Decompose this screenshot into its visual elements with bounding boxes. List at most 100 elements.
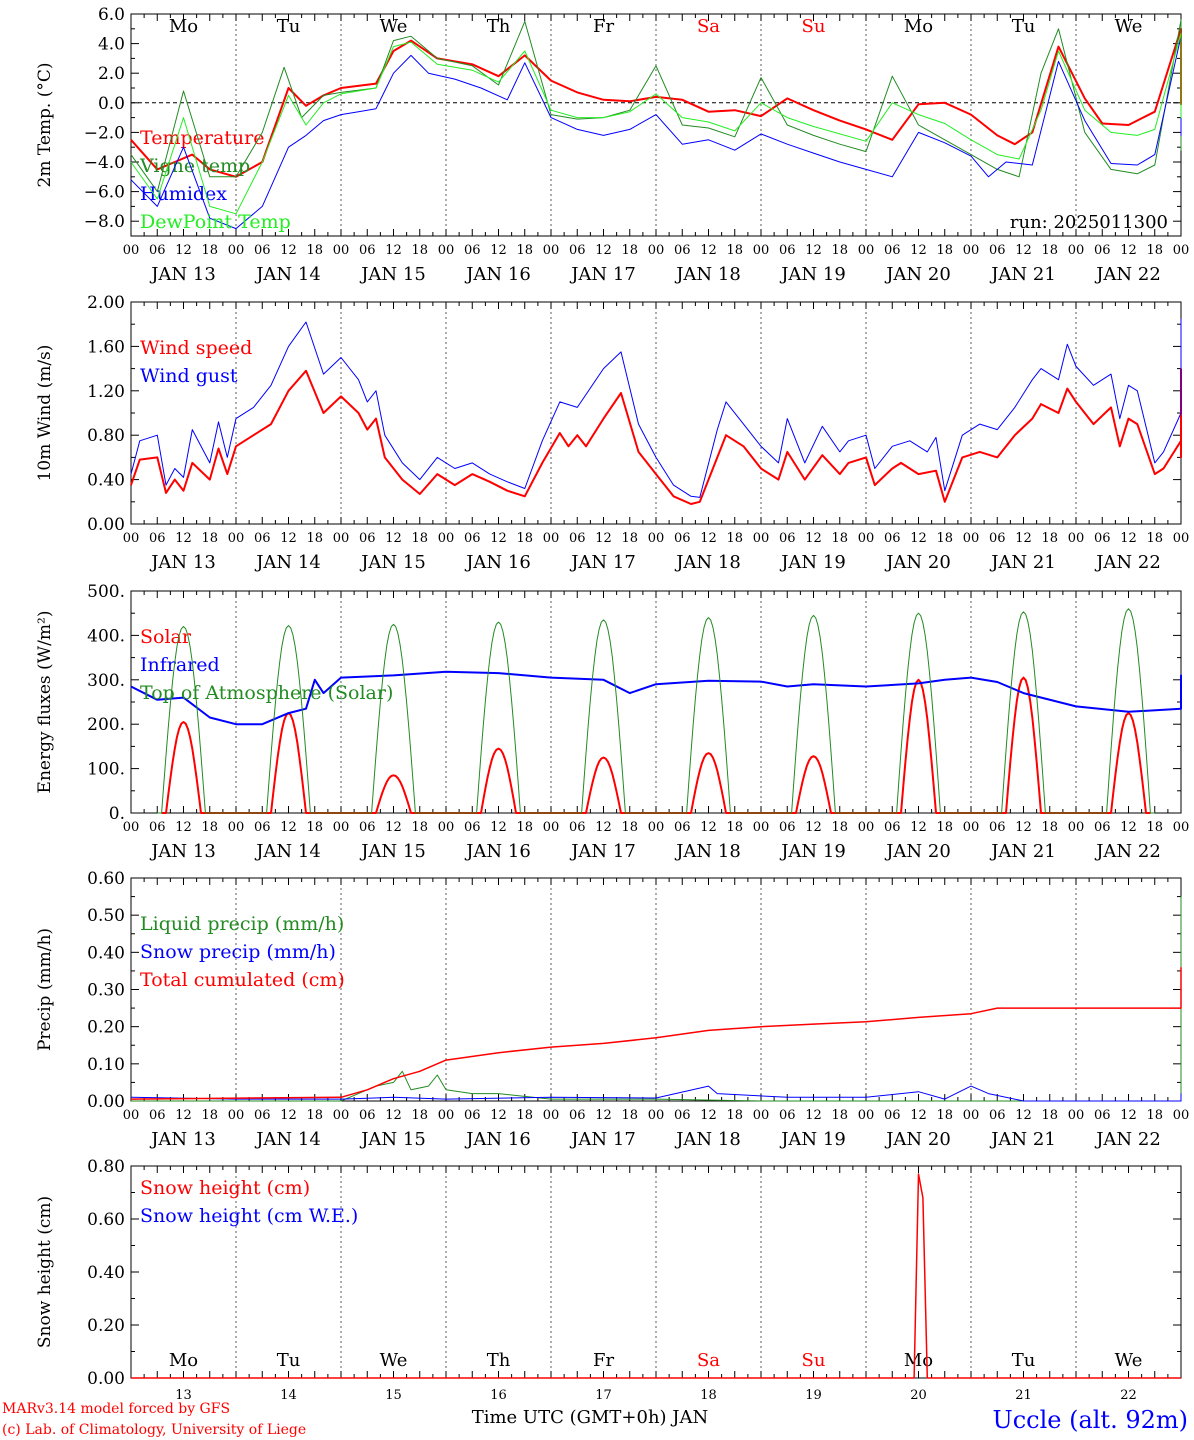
hour-tick-label: 12 — [700, 531, 717, 546]
hour-tick-label: 00 — [753, 531, 770, 546]
y-tick-label: 0.40 — [87, 1263, 125, 1283]
y-tick-label: 2.0 — [98, 64, 125, 84]
hour-tick-label: 06 — [464, 820, 481, 835]
y-tick-label: 6.0 — [98, 5, 125, 25]
hour-tick-label: 18 — [201, 531, 218, 546]
hour-tick-label: 00 — [648, 1108, 665, 1123]
date-label: JAN 22 — [1094, 264, 1161, 285]
y-tick-label: 0.40 — [87, 943, 125, 963]
y-tick-label: 1.60 — [87, 337, 125, 357]
hour-tick-label: 06 — [779, 243, 796, 258]
hour-tick-label: 18 — [936, 820, 953, 835]
date-label: JAN 13 — [149, 841, 216, 862]
date-label: JAN 17 — [569, 552, 636, 573]
y-tick-label: 300. — [87, 671, 125, 691]
date-label: JAN 22 — [1094, 841, 1161, 862]
y-tick-label: −6.0 — [84, 183, 125, 203]
series-line-2 — [130, 1085, 1182, 1102]
weekday-label: Fr — [593, 1350, 614, 1371]
y-tick-label: 0.00 — [87, 1369, 125, 1389]
y-axis-label: Snow height (cm) — [35, 1196, 55, 1348]
hour-tick-label: 12 — [910, 820, 927, 835]
hour-tick-label: 06 — [989, 531, 1006, 546]
hour-tick-label: 06 — [884, 243, 901, 258]
hour-tick-label: 06 — [674, 1108, 691, 1123]
weekday-label: Th — [487, 16, 511, 37]
hour-tick-label: 00 — [228, 243, 245, 258]
hour-tick-label: 06 — [359, 531, 376, 546]
hour-tick-label: 00 — [963, 531, 980, 546]
hour-tick-label: 12 — [910, 531, 927, 546]
y-tick-label: 4.0 — [98, 35, 125, 55]
day-number-label: 19 — [805, 1388, 822, 1403]
series-line-2 — [130, 670, 1182, 726]
hour-tick-label: 00 — [858, 243, 875, 258]
hour-tick-label: 18 — [621, 243, 638, 258]
date-label: JAN 18 — [674, 1129, 741, 1150]
legend-entry: Humidex — [140, 183, 227, 205]
hour-tick-label: 12 — [1120, 243, 1137, 258]
legend-entry: Infrared — [140, 654, 220, 676]
y-axis-label: 2m Temp. (°C) — [35, 62, 55, 187]
series-line-4 — [130, 32, 1182, 215]
y-tick-label: 0.80 — [87, 426, 125, 446]
hour-tick-label: 18 — [726, 1108, 743, 1123]
date-label: JAN 20 — [884, 552, 951, 573]
hour-tick-label: 18 — [726, 531, 743, 546]
series-line-1 — [131, 1173, 1181, 1379]
hour-tick-label: 18 — [726, 820, 743, 835]
y-tick-label: −2.0 — [84, 123, 125, 143]
hour-tick-label: 18 — [411, 531, 428, 546]
credit-line-1: MARv3.14 model forced by GFS — [2, 1401, 230, 1417]
y-tick-label: 0.00 — [87, 1092, 125, 1112]
y-tick-label: 400. — [87, 626, 125, 646]
weekday-label: We — [1115, 1350, 1143, 1371]
hour-tick-label: 12 — [385, 1108, 402, 1123]
series-line-3 — [157, 608, 1155, 814]
y-tick-label: 0.00 — [87, 515, 125, 535]
hour-tick-label: 18 — [831, 1108, 848, 1123]
date-label: JAN 20 — [884, 1129, 951, 1150]
hour-tick-label: 06 — [989, 1108, 1006, 1123]
hour-tick-label: 06 — [779, 1108, 796, 1123]
series-line-3 — [130, 35, 1182, 230]
hour-tick-label: 18 — [306, 1108, 323, 1123]
hour-tick-label: 18 — [411, 1108, 428, 1123]
date-label: JAN 13 — [149, 264, 216, 285]
hour-tick-label: 12 — [1015, 243, 1032, 258]
y-tick-label: 100. — [87, 760, 125, 780]
hour-tick-label: 06 — [779, 531, 796, 546]
hour-tick-label: 00 — [438, 820, 455, 835]
date-label: JAN 17 — [569, 841, 636, 862]
date-label: JAN 16 — [464, 1129, 531, 1150]
legend-entry: Temperature — [140, 127, 264, 149]
hour-tick-label: 12 — [595, 1108, 612, 1123]
day-number-label: 15 — [385, 1388, 402, 1403]
hour-tick-label: 18 — [831, 531, 848, 546]
y-tick-label: 0.20 — [87, 1316, 125, 1336]
station-label: Uccle (alt. 92m) — [992, 1406, 1188, 1434]
date-label: JAN 16 — [464, 264, 531, 285]
date-label: JAN 19 — [779, 1129, 846, 1150]
hour-tick-label: 18 — [306, 531, 323, 546]
hour-tick-label: 12 — [700, 820, 717, 835]
hour-tick-label: 18 — [621, 531, 638, 546]
legend-entry: Wind speed — [140, 337, 252, 359]
date-label: JAN 21 — [989, 841, 1056, 862]
hour-tick-label: 12 — [385, 531, 402, 546]
date-label: JAN 17 — [569, 1129, 636, 1150]
hour-tick-label: 12 — [805, 243, 822, 258]
hour-tick-label: 06 — [149, 1108, 166, 1123]
date-label: JAN 19 — [779, 264, 846, 285]
hour-tick-label: 06 — [149, 243, 166, 258]
hour-tick-label: 12 — [805, 531, 822, 546]
legend-entry: Snow height (cm) — [140, 1177, 310, 1199]
y-tick-label: 0.80 — [87, 1157, 125, 1177]
hour-tick-label: 18 — [306, 820, 323, 835]
weekday-label: Sa — [697, 1350, 720, 1371]
hour-tick-label: 00 — [228, 820, 245, 835]
weekday-label: Fr — [593, 16, 614, 37]
date-label: JAN 19 — [779, 552, 846, 573]
hour-tick-label: 00 — [228, 1108, 245, 1123]
y-tick-label: 500. — [87, 582, 125, 602]
